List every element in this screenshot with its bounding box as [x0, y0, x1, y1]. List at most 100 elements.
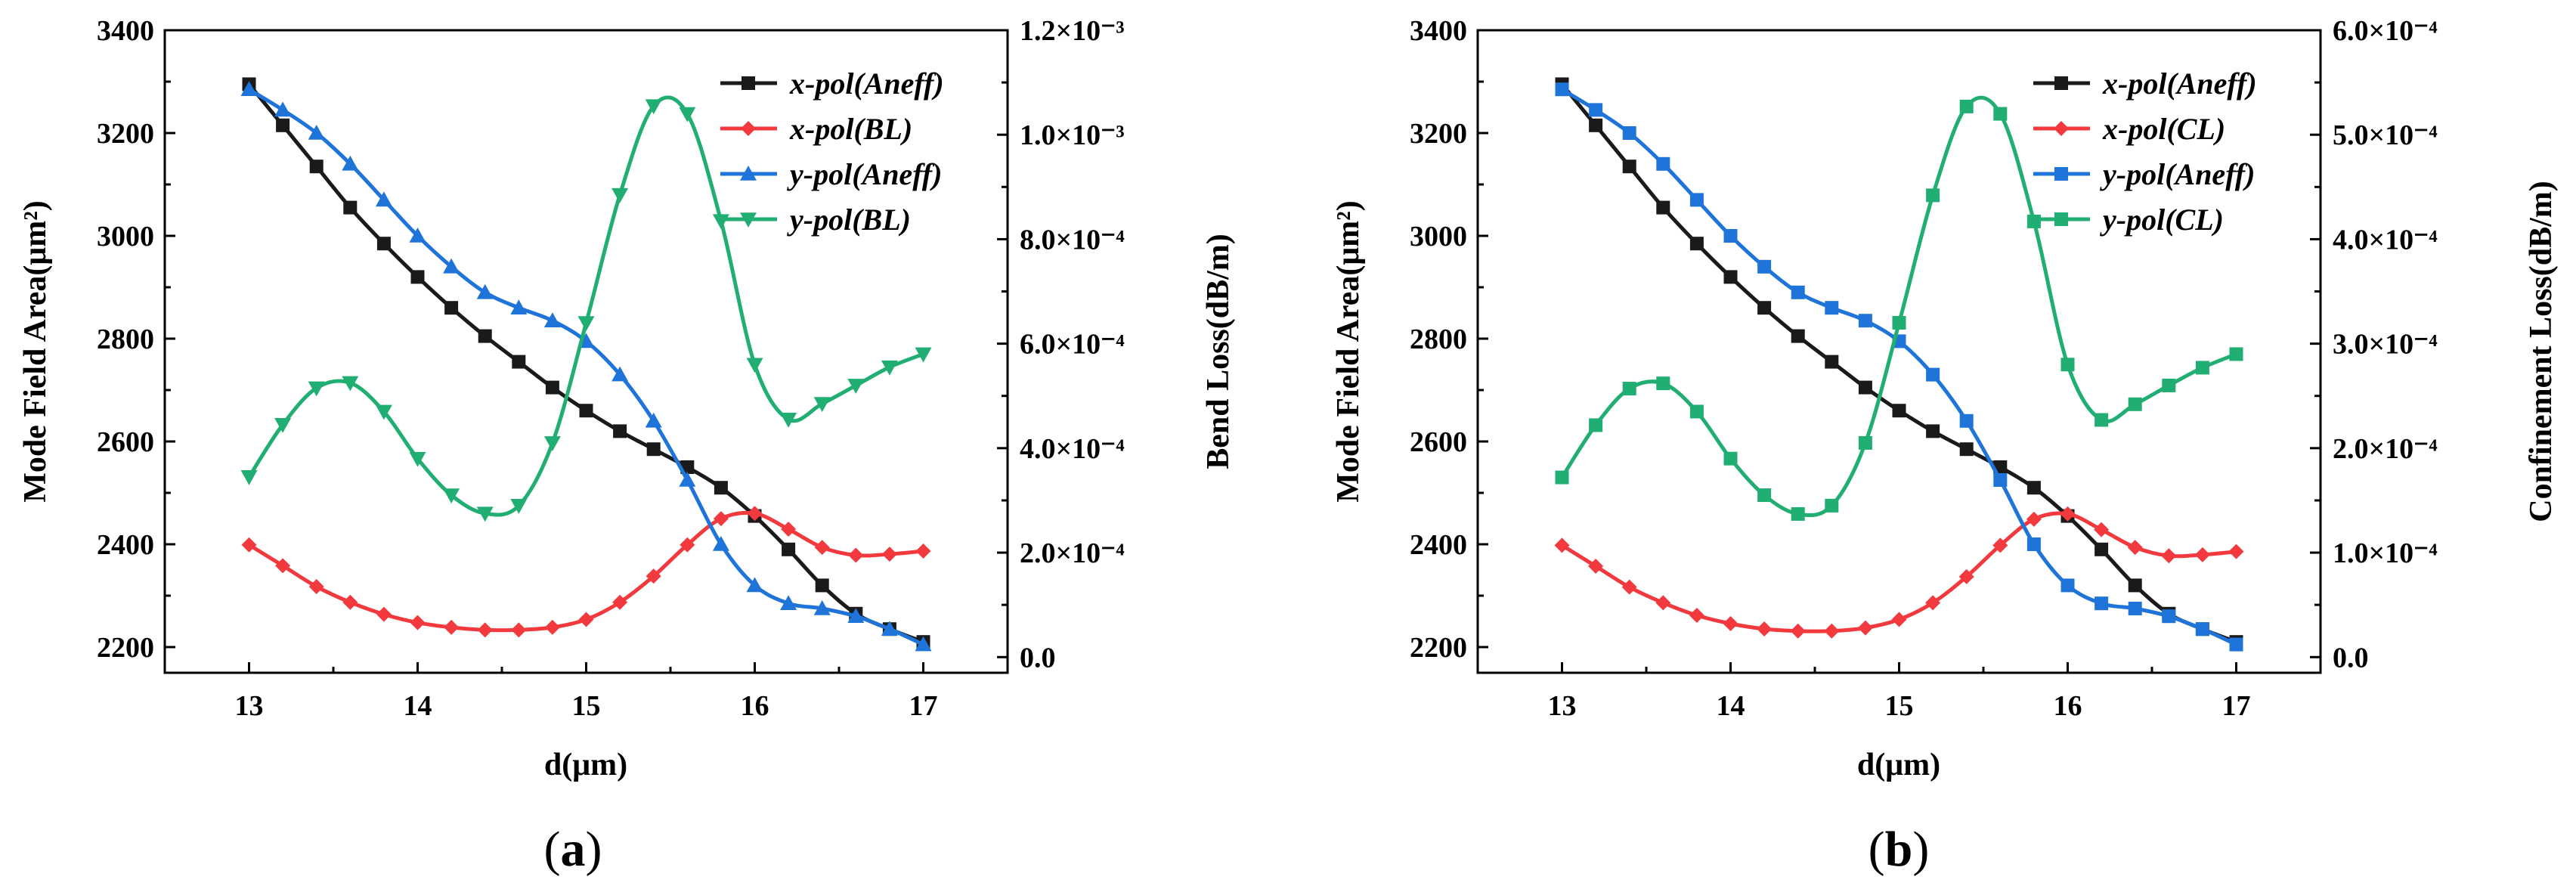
legend: x-pol(Aneff) x-pol(BL) y-pol(Aneff) y-pol(B…	[720, 67, 944, 237]
legend-item: x-pol(Aneff)	[720, 67, 944, 101]
data-point	[1959, 413, 1974, 428]
data-point	[679, 107, 696, 122]
data-point	[746, 358, 763, 373]
y-left-tick-label: 2800	[97, 324, 154, 355]
x-tick-label: 14	[404, 690, 432, 722]
data-point	[1589, 418, 1603, 432]
y-axis-title-right: Confinement Loss(dB/m)	[2524, 181, 2559, 522]
data-point	[275, 558, 291, 574]
data-point	[1589, 118, 1603, 132]
y-right-tick-label: 6.0×10⁻⁴	[1020, 329, 1125, 361]
data-point	[1926, 188, 1940, 203]
y-right-tick-label: 4.0×10⁻⁴	[1020, 433, 1125, 465]
data-point	[646, 568, 661, 584]
data-point	[1689, 193, 1704, 207]
y-left-tick-label: 3400	[97, 15, 154, 47]
data-point	[813, 397, 831, 413]
legend-label: x-pol(CL)	[2102, 112, 2225, 146]
data-point	[611, 187, 629, 203]
data-point	[1588, 559, 1604, 575]
data-point	[881, 360, 898, 376]
data-point	[2060, 358, 2075, 372]
data-point	[613, 424, 627, 438]
data-point	[510, 299, 528, 314]
data-point	[578, 612, 594, 627]
data-point	[1656, 156, 1670, 171]
data-point	[577, 316, 595, 331]
data-point	[1824, 623, 1840, 639]
data-point	[376, 237, 391, 251]
y-left-tick-label: 3200	[97, 118, 154, 150]
data-point	[543, 312, 561, 327]
data-point	[1891, 612, 1907, 627]
data-point	[1655, 595, 1671, 611]
data-point	[444, 301, 459, 315]
data-point	[1723, 451, 1738, 466]
data-point	[714, 481, 728, 495]
data-point	[747, 506, 763, 522]
panel-a: 13 14 15 16 17 2200 2400 2600 2800 3000 3200 3400 0.…	[18, 15, 1236, 877]
data-point	[646, 442, 661, 457]
data-marks	[1554, 77, 2244, 652]
y-left-tick-label: 2800	[1410, 324, 1467, 355]
data-point	[477, 622, 493, 638]
data-point	[309, 160, 324, 174]
legend-label: y-pol(Aneff)	[787, 157, 942, 191]
data-point	[782, 542, 796, 556]
data-point	[1689, 237, 1704, 251]
legend-item: x-pol(Aneff)	[2033, 67, 2257, 101]
series-y-pol(CL)	[1555, 95, 2243, 521]
data-point	[2095, 596, 2109, 611]
x-tick-label: 16	[2054, 690, 2082, 722]
data-point	[2060, 506, 2076, 522]
data-point	[375, 191, 392, 207]
data-point	[276, 118, 290, 132]
y-right-tick-label: 1.2×10⁻³	[1020, 15, 1125, 47]
data-point	[1825, 301, 1839, 315]
data-point	[680, 537, 695, 553]
data-point	[1959, 99, 1974, 113]
data-point	[274, 417, 292, 433]
data-point	[1892, 315, 1906, 330]
data-point	[780, 413, 797, 428]
y-right-tick-label: 0.0	[2333, 642, 2369, 674]
series-y-pol(Aneff)	[1555, 82, 2243, 652]
data-point	[1555, 82, 1569, 97]
x-axis-title: d(μm)	[544, 748, 627, 782]
data-point	[814, 540, 830, 556]
data-point	[1757, 621, 1773, 636]
series-y-pol(Aneff)	[240, 81, 932, 652]
data-point	[308, 381, 325, 397]
data-point	[2161, 548, 2177, 564]
data-point	[612, 594, 628, 610]
legend-marker	[2054, 121, 2069, 136]
data-point	[679, 472, 696, 487]
legend-item: y-pol(CL)	[2033, 203, 2224, 237]
data-point	[2026, 214, 2041, 228]
legend-marker	[2054, 212, 2068, 226]
data-point	[1993, 473, 2008, 487]
legend-item: y-pol(Aneff)	[720, 157, 942, 191]
y-left-tick-label: 2200	[97, 632, 154, 664]
data-point	[1791, 506, 1805, 521]
y-right-tick-label: 3.0×10⁻⁴	[2333, 329, 2438, 361]
y-axis-title-right: Bend Loss(dB/m)	[1201, 234, 1236, 469]
y-right-tick-label: 8.0×10⁻⁴	[1020, 224, 1125, 256]
data-point	[1656, 376, 1670, 391]
legend-marker	[2054, 167, 2068, 181]
data-point	[409, 228, 426, 243]
legend-item: x-pol(BL)	[720, 112, 912, 146]
legend-label: y-pol(Aneff)	[2100, 157, 2255, 191]
data-point	[1622, 382, 1636, 396]
data-point	[1555, 470, 1569, 485]
data-point	[848, 547, 864, 563]
data-point	[1757, 488, 1772, 503]
data-point	[545, 380, 559, 395]
data-point	[1858, 435, 1872, 450]
data-point	[240, 470, 258, 485]
data-point	[240, 81, 258, 96]
data-point	[511, 622, 527, 638]
data-point	[1992, 537, 2008, 553]
y-axis-title-left: Mode Field Area(μm²)	[18, 200, 53, 503]
x-tick-label: 13	[1548, 690, 1577, 722]
